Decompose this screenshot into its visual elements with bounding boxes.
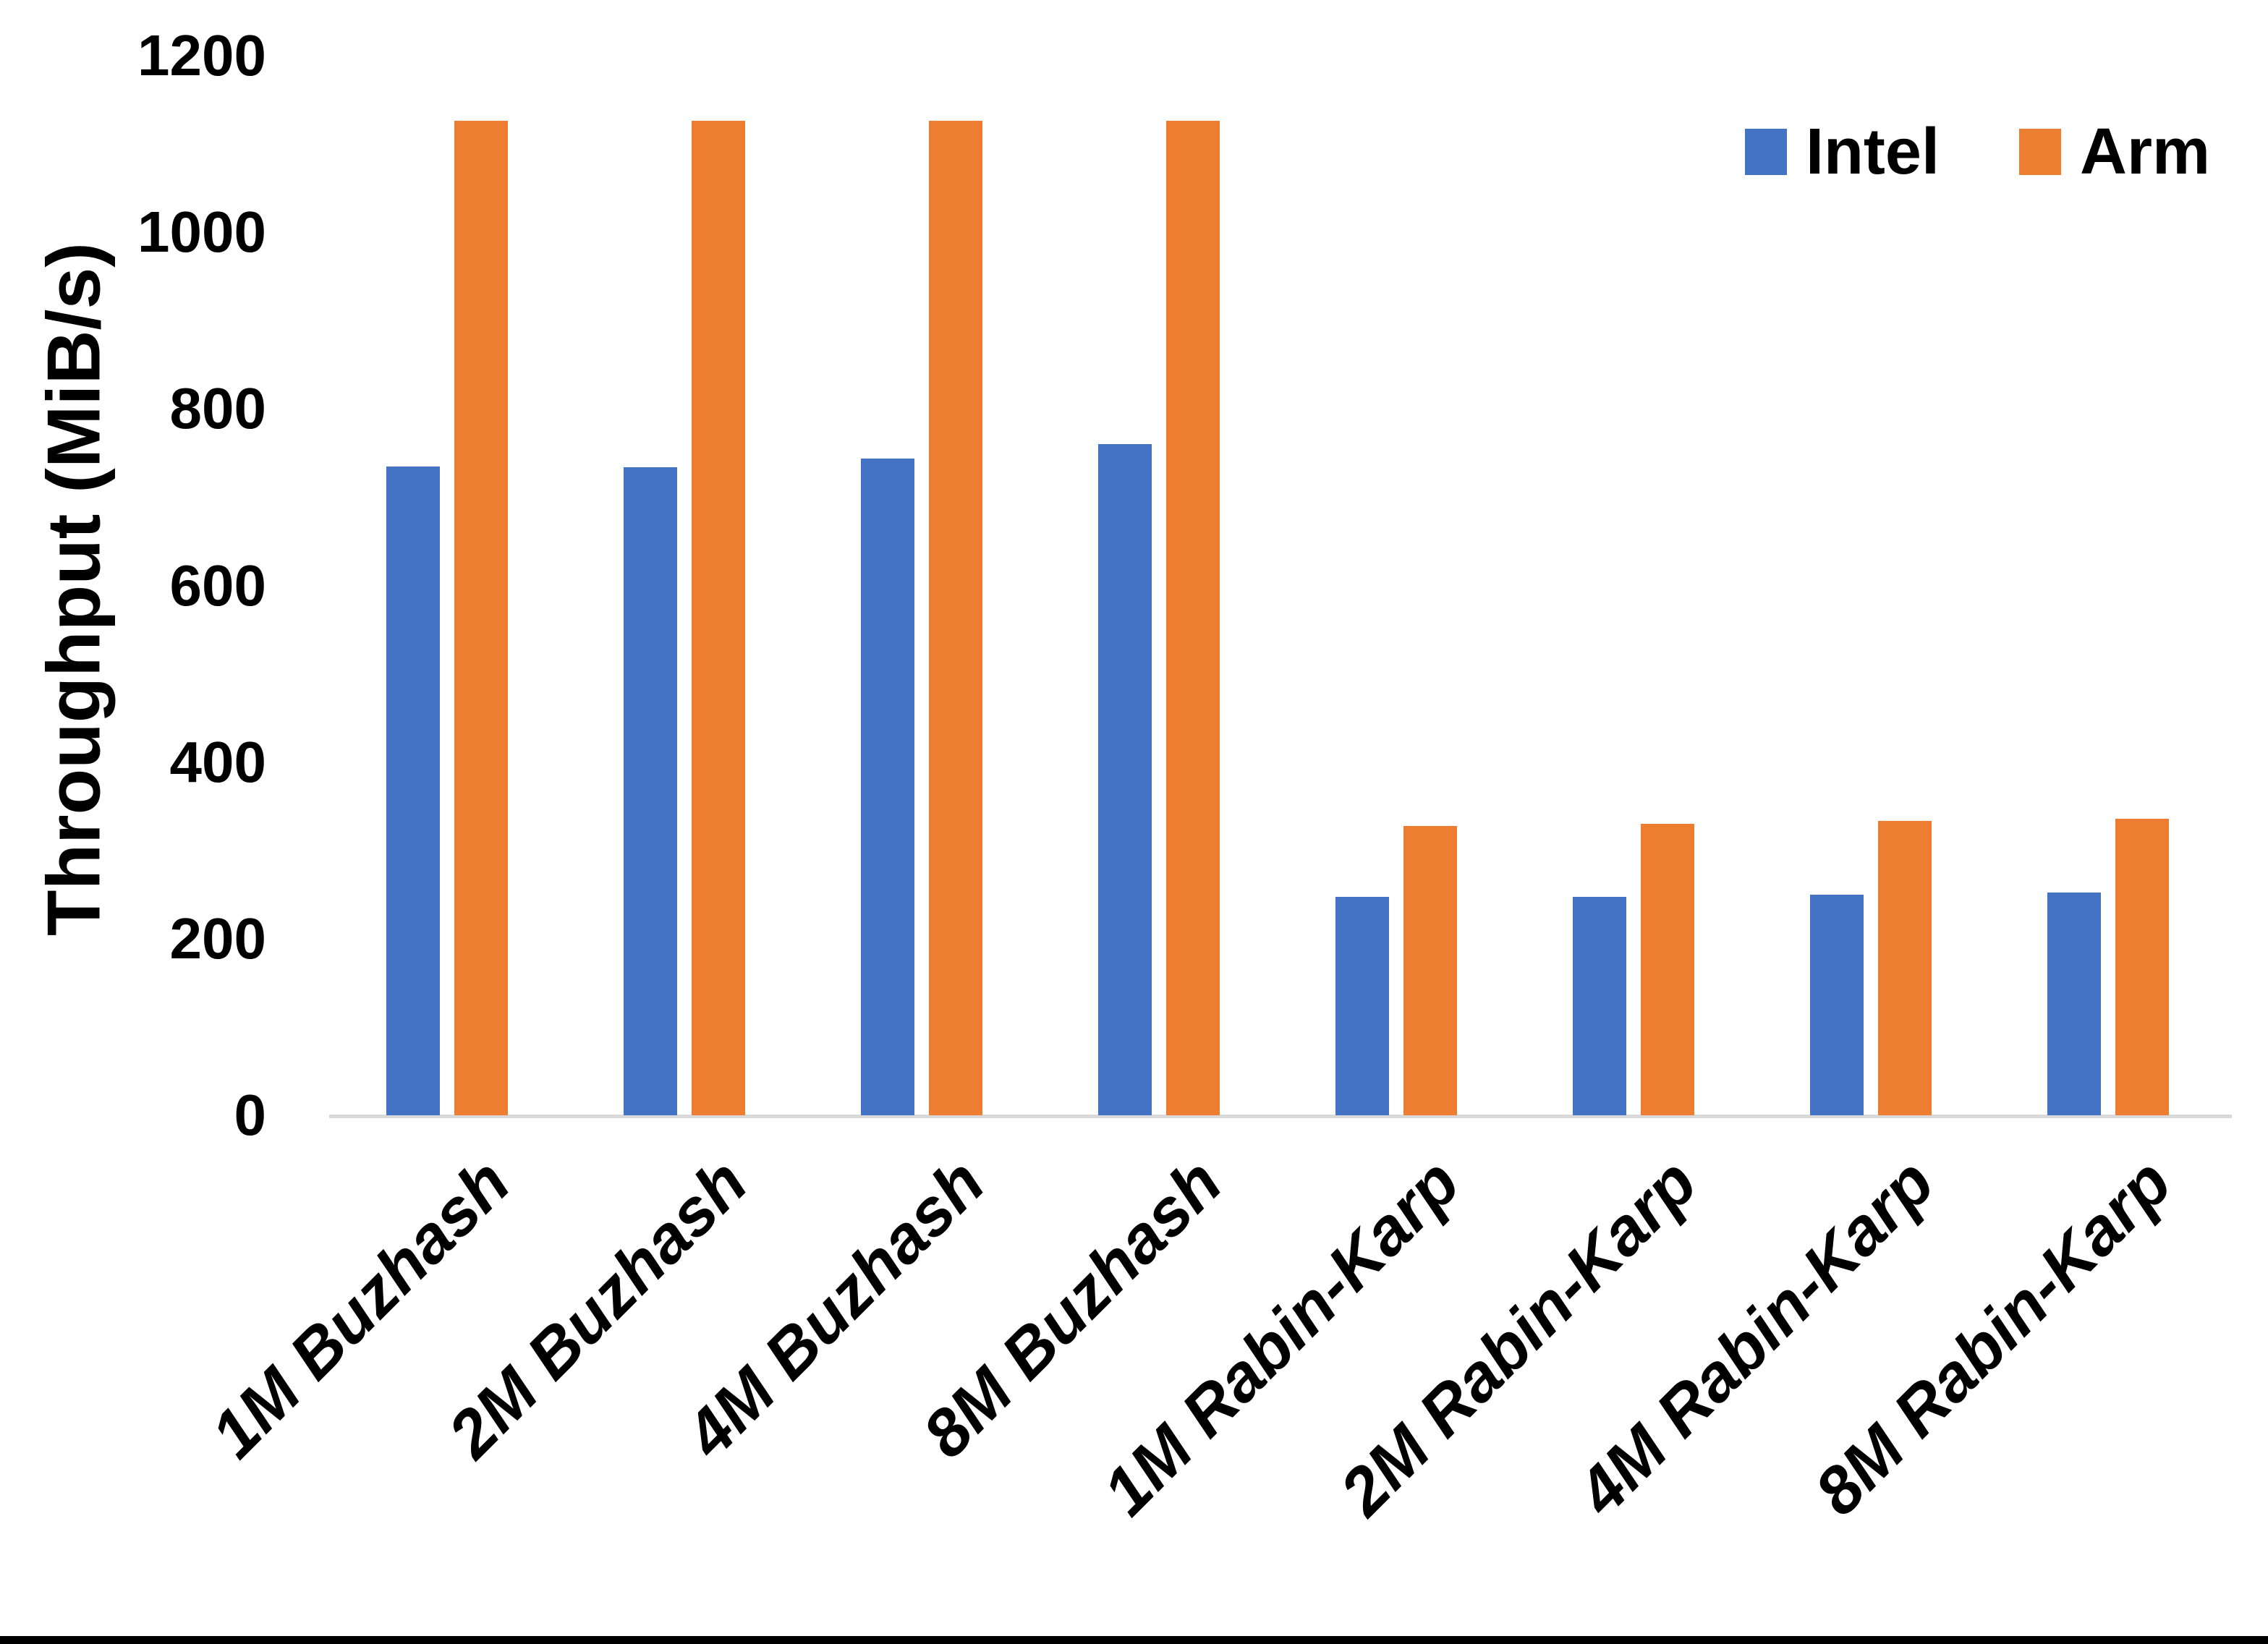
bar-arm-8m-rabin-karp [2115, 819, 2169, 1115]
y-tick-label-400: 400 [169, 729, 266, 794]
bar-arm-2m-rabin-karp [1641, 824, 1694, 1115]
x-axis-line [329, 1115, 2232, 1118]
legend: Intel Arm [1744, 116, 2210, 188]
y-tick-label-800: 800 [169, 376, 266, 441]
legend-item-intel: Intel [1744, 116, 1940, 188]
legend-swatch-arm-icon [2018, 129, 2061, 175]
bar-arm-4m-rabin-karp [1878, 821, 1932, 1115]
bar-arm-1m-buzhash [454, 121, 508, 1115]
y-tick-label-1000: 1000 [137, 200, 266, 265]
bar-arm-1m-rabin-karp [1403, 826, 1457, 1115]
bar-arm-8m-buzhash [1166, 121, 1220, 1115]
bar-intel-1m-buzhash [386, 467, 440, 1115]
bar-intel-8m-buzhash [1098, 444, 1152, 1115]
legend-label-arm: Arm [2079, 116, 2210, 188]
legend-label-intel: Intel [1805, 116, 1940, 188]
legend-swatch-intel-icon [1744, 129, 1787, 175]
y-tick-label-200: 200 [169, 906, 266, 971]
bottom-border [0, 1636, 2268, 1644]
bar-intel-4m-rabin-karp [1810, 895, 1864, 1115]
bar-intel-2m-buzhash [624, 467, 677, 1115]
bar-intel-4m-buzhash [861, 459, 914, 1115]
y-tick-label-600: 600 [169, 553, 266, 618]
bar-intel-8m-rabin-karp [2047, 893, 2101, 1115]
bar-intel-1m-rabin-karp [1335, 897, 1389, 1115]
bar-intel-2m-rabin-karp [1573, 897, 1626, 1115]
y-tick-label-1200: 1200 [137, 23, 266, 88]
bar-arm-2m-buzhash [692, 121, 745, 1115]
legend-item-arm: Arm [2018, 116, 2210, 188]
y-tick-label-0: 0 [234, 1083, 267, 1147]
bar-arm-4m-buzhash [929, 121, 982, 1115]
